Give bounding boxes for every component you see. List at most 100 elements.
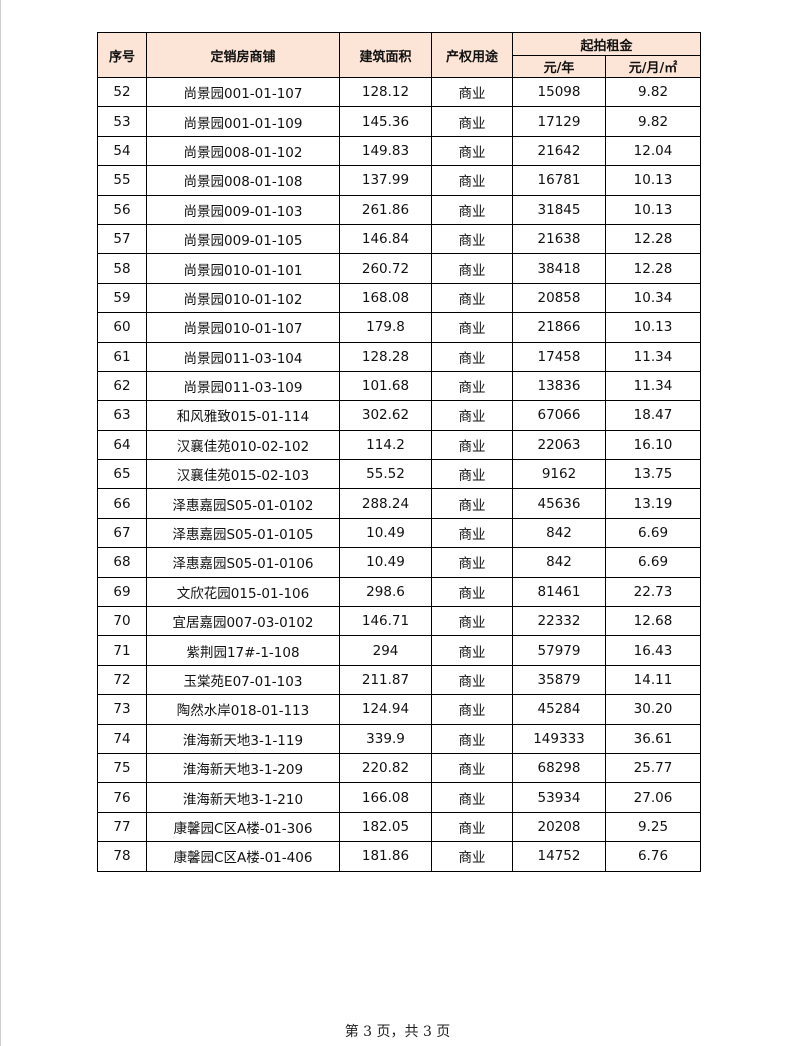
rent-per-year: 149333	[512, 723, 606, 754]
rent-per-month-sqm: 12.28	[604, 253, 702, 284]
building-area: 339.9	[339, 723, 432, 754]
table-row: 73 陶然水岸018-01-113 124.94 商业 45284 30.20	[97, 694, 702, 725]
building-area: 220.82	[339, 752, 432, 784]
shop-name: 康馨园C区A楼-01-306	[146, 811, 340, 843]
building-area: 146.71	[339, 606, 432, 637]
rent-per-year: 22063	[512, 429, 606, 461]
shop-name: 尚景园001-01-107	[146, 76, 340, 108]
header-area: 建筑面积	[339, 32, 432, 78]
rent-per-year: 53934	[512, 782, 606, 813]
rent-per-year: 21866	[512, 312, 606, 343]
table-row: 55 尚景园008-01-108 137.99 商业 16781 10.13	[97, 165, 702, 196]
property-use: 商业	[431, 429, 513, 461]
rent-per-year: 68298	[512, 752, 606, 784]
header-starting-rent: 起拍租金	[511, 32, 702, 56]
property-use: 商业	[431, 841, 513, 872]
table-body: 52 尚景园001-01-107 128.12 商业 15098 9.82 53 尚景园001…	[97, 76, 702, 872]
property-use: 商业	[431, 223, 513, 255]
rent-per-year: 16781	[512, 165, 606, 196]
table-row: 69 文欣花园015-01-106 298.6 商业 81461 22.73	[97, 576, 702, 608]
shop-name: 尚景园009-01-105	[146, 223, 340, 255]
shop-name: 尚景园008-01-108	[146, 165, 340, 196]
rent-per-month-sqm: 6.69	[604, 517, 702, 549]
property-use: 商业	[431, 253, 513, 284]
rent-per-year: 45284	[512, 694, 606, 725]
row-number: 61	[97, 341, 147, 372]
table-row: 58 尚景园010-01-101 260.72 商业 38418 12.28	[97, 253, 702, 284]
row-number: 57	[97, 223, 147, 255]
rent-per-year: 38418	[512, 253, 606, 284]
property-use: 商业	[431, 694, 513, 725]
header-use: 产权用途	[431, 32, 513, 78]
property-use: 商业	[431, 312, 513, 343]
shop-name: 尚景园011-03-109	[146, 370, 340, 402]
property-use: 商业	[431, 106, 513, 137]
building-area: 302.62	[339, 400, 432, 431]
rent-per-month-sqm: 6.76	[604, 841, 702, 872]
rent-per-year: 15098	[512, 76, 606, 108]
property-use: 商业	[431, 488, 513, 519]
rent-per-month-sqm: 13.19	[604, 488, 702, 519]
page-footer: 第 3 页，共 3 页	[344, 1024, 451, 1040]
building-area: 260.72	[339, 253, 432, 284]
table-row: 56 尚景园009-01-103 261.86 商业 31845 10.13	[97, 194, 702, 225]
table-row: 67 泽惠嘉园S05-01-0105 10.49 商业 842 6.69	[97, 517, 702, 549]
rent-per-year: 21642	[512, 135, 606, 167]
rent-per-month-sqm: 9.25	[604, 811, 702, 843]
table-row: 65 汉襄佳苑015-02-103 55.52 商业 9162 13.75	[97, 459, 702, 490]
row-number: 70	[97, 606, 147, 637]
shop-name: 文欣花园015-01-106	[146, 576, 340, 608]
rent-per-year: 21638	[512, 223, 606, 255]
rent-per-year: 57979	[512, 635, 606, 666]
rent-per-month-sqm: 10.13	[604, 312, 702, 343]
row-number: 67	[97, 517, 147, 549]
rent-per-month-sqm: 11.34	[604, 341, 702, 372]
rent-per-month-sqm: 36.61	[604, 723, 702, 754]
rent-per-month-sqm: 9.82	[604, 106, 702, 137]
shop-name: 紫荆园17#-1-108	[146, 635, 340, 666]
property-use: 商业	[431, 547, 513, 578]
building-area: 298.6	[339, 576, 432, 608]
row-number: 52	[97, 76, 147, 108]
table-row: 57 尚景园009-01-105 146.84 商业 21638 12.28	[97, 223, 702, 255]
row-number: 59	[97, 282, 147, 314]
rent-per-month-sqm: 27.06	[604, 782, 702, 813]
building-area: 101.68	[339, 370, 432, 402]
table-row: 75 淮海新天地3-1-209 220.82 商业 68298 25.77	[97, 752, 702, 784]
building-area: 128.28	[339, 341, 432, 372]
rent-per-year: 17458	[512, 341, 606, 372]
rent-per-year: 842	[512, 517, 606, 549]
row-number: 53	[97, 106, 147, 137]
row-number: 56	[97, 194, 147, 225]
table-row: 66 泽惠嘉园S05-01-0102 288.24 商业 45636 13.19	[97, 488, 702, 519]
shop-name: 尚景园008-01-102	[146, 135, 340, 167]
building-area: 10.49	[339, 517, 432, 549]
header-shop: 定销房商铺	[146, 32, 340, 78]
building-area: 10.49	[339, 547, 432, 578]
rent-per-year: 67066	[512, 400, 606, 431]
rent-per-year: 13836	[512, 370, 606, 402]
row-number: 65	[97, 459, 147, 490]
row-number: 75	[97, 752, 147, 784]
building-area: 149.83	[339, 135, 432, 167]
header-rent-month: 元/月/㎡	[604, 55, 702, 78]
header-no: 序号	[97, 32, 147, 78]
building-area: 146.84	[339, 223, 432, 255]
rent-per-month-sqm: 6.69	[604, 547, 702, 578]
rent-per-year: 20858	[512, 282, 606, 314]
property-use: 商业	[431, 723, 513, 754]
shop-name: 康馨园C区A楼-01-406	[146, 841, 340, 872]
row-number: 69	[97, 576, 147, 608]
rent-per-year: 81461	[512, 576, 606, 608]
shop-name: 尚景园011-03-104	[146, 341, 340, 372]
row-number: 74	[97, 723, 147, 754]
row-number: 58	[97, 253, 147, 284]
row-number: 72	[97, 664, 147, 696]
shop-name: 泽惠嘉园S05-01-0106	[146, 547, 340, 578]
rent-per-month-sqm: 10.13	[604, 165, 702, 196]
rent-per-month-sqm: 12.68	[604, 606, 702, 637]
row-number: 62	[97, 370, 147, 402]
building-area: 55.52	[339, 459, 432, 490]
header-rent-year: 元/年	[512, 55, 606, 78]
table-row: 52 尚景园001-01-107 128.12 商业 15098 9.82	[97, 76, 702, 108]
